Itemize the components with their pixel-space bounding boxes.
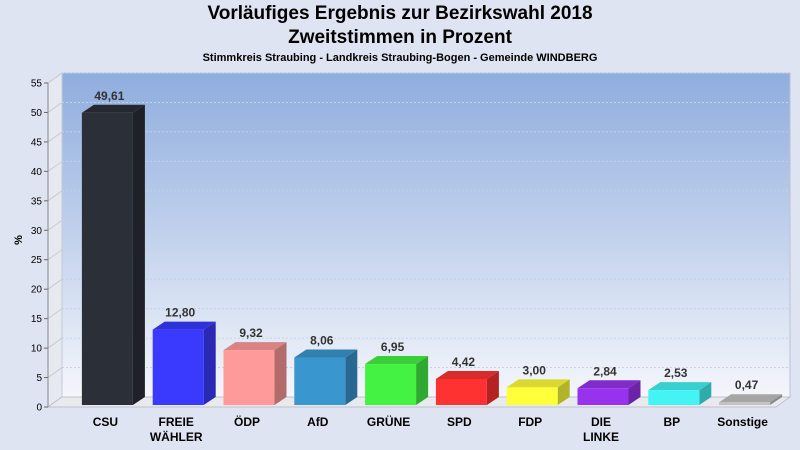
y-tick-label: 15	[31, 314, 43, 325]
grid-line-side	[47, 337, 63, 349]
chart-title-line2: Zweitstimmen in Prozent	[288, 27, 512, 48]
bar-top	[294, 349, 358, 358]
bar-side	[132, 104, 145, 405]
bar-front	[294, 357, 346, 405]
value-label: 49,61	[94, 89, 124, 103]
y-tick-label: 25	[31, 255, 43, 266]
bar-front	[152, 329, 204, 405]
chart-title: Vorläufiges Ergebnis zur Bezirkswahl 201…	[207, 3, 593, 24]
y-tick-label: 0	[36, 403, 42, 414]
bar-side	[345, 349, 358, 405]
category-label: FDP	[518, 415, 542, 429]
category-label: ÖDP	[234, 414, 260, 429]
category-label: LINKE	[583, 430, 619, 444]
category-label: Sonstige	[717, 415, 768, 429]
bar-side	[699, 382, 712, 405]
bar-1	[152, 321, 216, 405]
grid-line-side	[47, 249, 63, 261]
bar-6	[506, 379, 570, 405]
bar-top	[223, 342, 287, 351]
bar-front	[81, 112, 133, 405]
bar-9	[719, 394, 783, 405]
grid-line-side	[47, 278, 63, 290]
bar-front	[648, 390, 700, 405]
bar-7	[577, 380, 641, 405]
value-label: 8,06	[310, 334, 334, 348]
y-tick-label: 45	[31, 137, 43, 148]
bars	[81, 104, 783, 405]
bar-5	[435, 370, 499, 405]
y-axis-label: %	[13, 235, 25, 245]
bar-top	[152, 321, 216, 330]
bar-top	[577, 380, 641, 389]
bar-front	[223, 350, 275, 405]
bar-0	[81, 104, 145, 405]
value-label: 9,32	[239, 326, 263, 340]
grid-line-side	[47, 190, 63, 202]
y-tick-label: 30	[31, 226, 43, 237]
bar-top	[719, 394, 783, 403]
grid-line-side	[47, 72, 63, 84]
y-tick-label: 5	[36, 373, 42, 384]
grid-line-side	[47, 219, 63, 231]
bar-2	[223, 342, 287, 405]
category-label: AfD	[307, 415, 329, 429]
y-tick-label: 55	[31, 79, 43, 90]
category-label: GRÜNE	[367, 414, 410, 429]
bar-front	[577, 388, 629, 405]
y-tick-label: 40	[31, 167, 43, 178]
bar-front	[365, 364, 417, 405]
category-label: CSU	[93, 415, 118, 429]
grid-line-side	[47, 367, 63, 378]
bar-side	[203, 321, 216, 405]
y-tick-label: 50	[31, 108, 43, 119]
value-label: 12,80	[165, 306, 195, 320]
y-tick-label: 20	[31, 285, 43, 296]
title-block: Vorläufiges Ergebnis zur Bezirkswahl 201…	[0, 2, 800, 64]
bar-front	[719, 402, 771, 405]
category-label: WÄHLER	[150, 429, 203, 444]
bar-top	[81, 104, 145, 113]
bar-front	[435, 378, 487, 405]
grid-line-side	[47, 131, 63, 143]
bar-side	[770, 394, 783, 405]
chart-subtitle: Stimmkreis Straubing - Landkreis Straubi…	[202, 52, 598, 64]
bar-side	[274, 342, 287, 405]
bar-4	[365, 356, 429, 405]
value-label: 4,42	[452, 355, 476, 369]
category-label: DIE	[591, 415, 611, 429]
value-label: 0,47	[735, 378, 759, 392]
bar-side	[557, 379, 570, 405]
bar-8	[648, 382, 712, 405]
value-label: 2,84	[593, 364, 617, 378]
value-labels: 49,61 12,80 9,32 8,06 6,95 4,42 3,00 2,84 2,53 0,…	[94, 89, 758, 392]
value-label: 2,53	[664, 366, 688, 380]
bar-top	[435, 370, 499, 379]
category-label: FREIE	[159, 415, 194, 429]
bar-3	[294, 349, 358, 405]
y-tick-label: 10	[31, 344, 43, 355]
value-label: 3,00	[523, 363, 547, 377]
bar-top	[365, 356, 429, 365]
y-tick-label: 35	[31, 196, 43, 207]
category-label: BP	[663, 415, 680, 429]
bar-front	[506, 387, 558, 405]
bar-top	[648, 382, 712, 391]
bar-side	[628, 380, 641, 405]
bar-side	[486, 370, 499, 405]
bar-top	[506, 379, 570, 388]
value-label: 6,95	[381, 340, 405, 354]
bar-side	[416, 356, 429, 405]
grid-line-side	[47, 308, 63, 320]
grid-line-side	[47, 102, 63, 113]
y-axis: 0 5 10 15 20 25 30 35 40 45 50 55	[31, 79, 49, 414]
side-wall	[47, 72, 63, 408]
category-label: SPD	[447, 415, 472, 429]
grid-line-side	[47, 160, 63, 172]
